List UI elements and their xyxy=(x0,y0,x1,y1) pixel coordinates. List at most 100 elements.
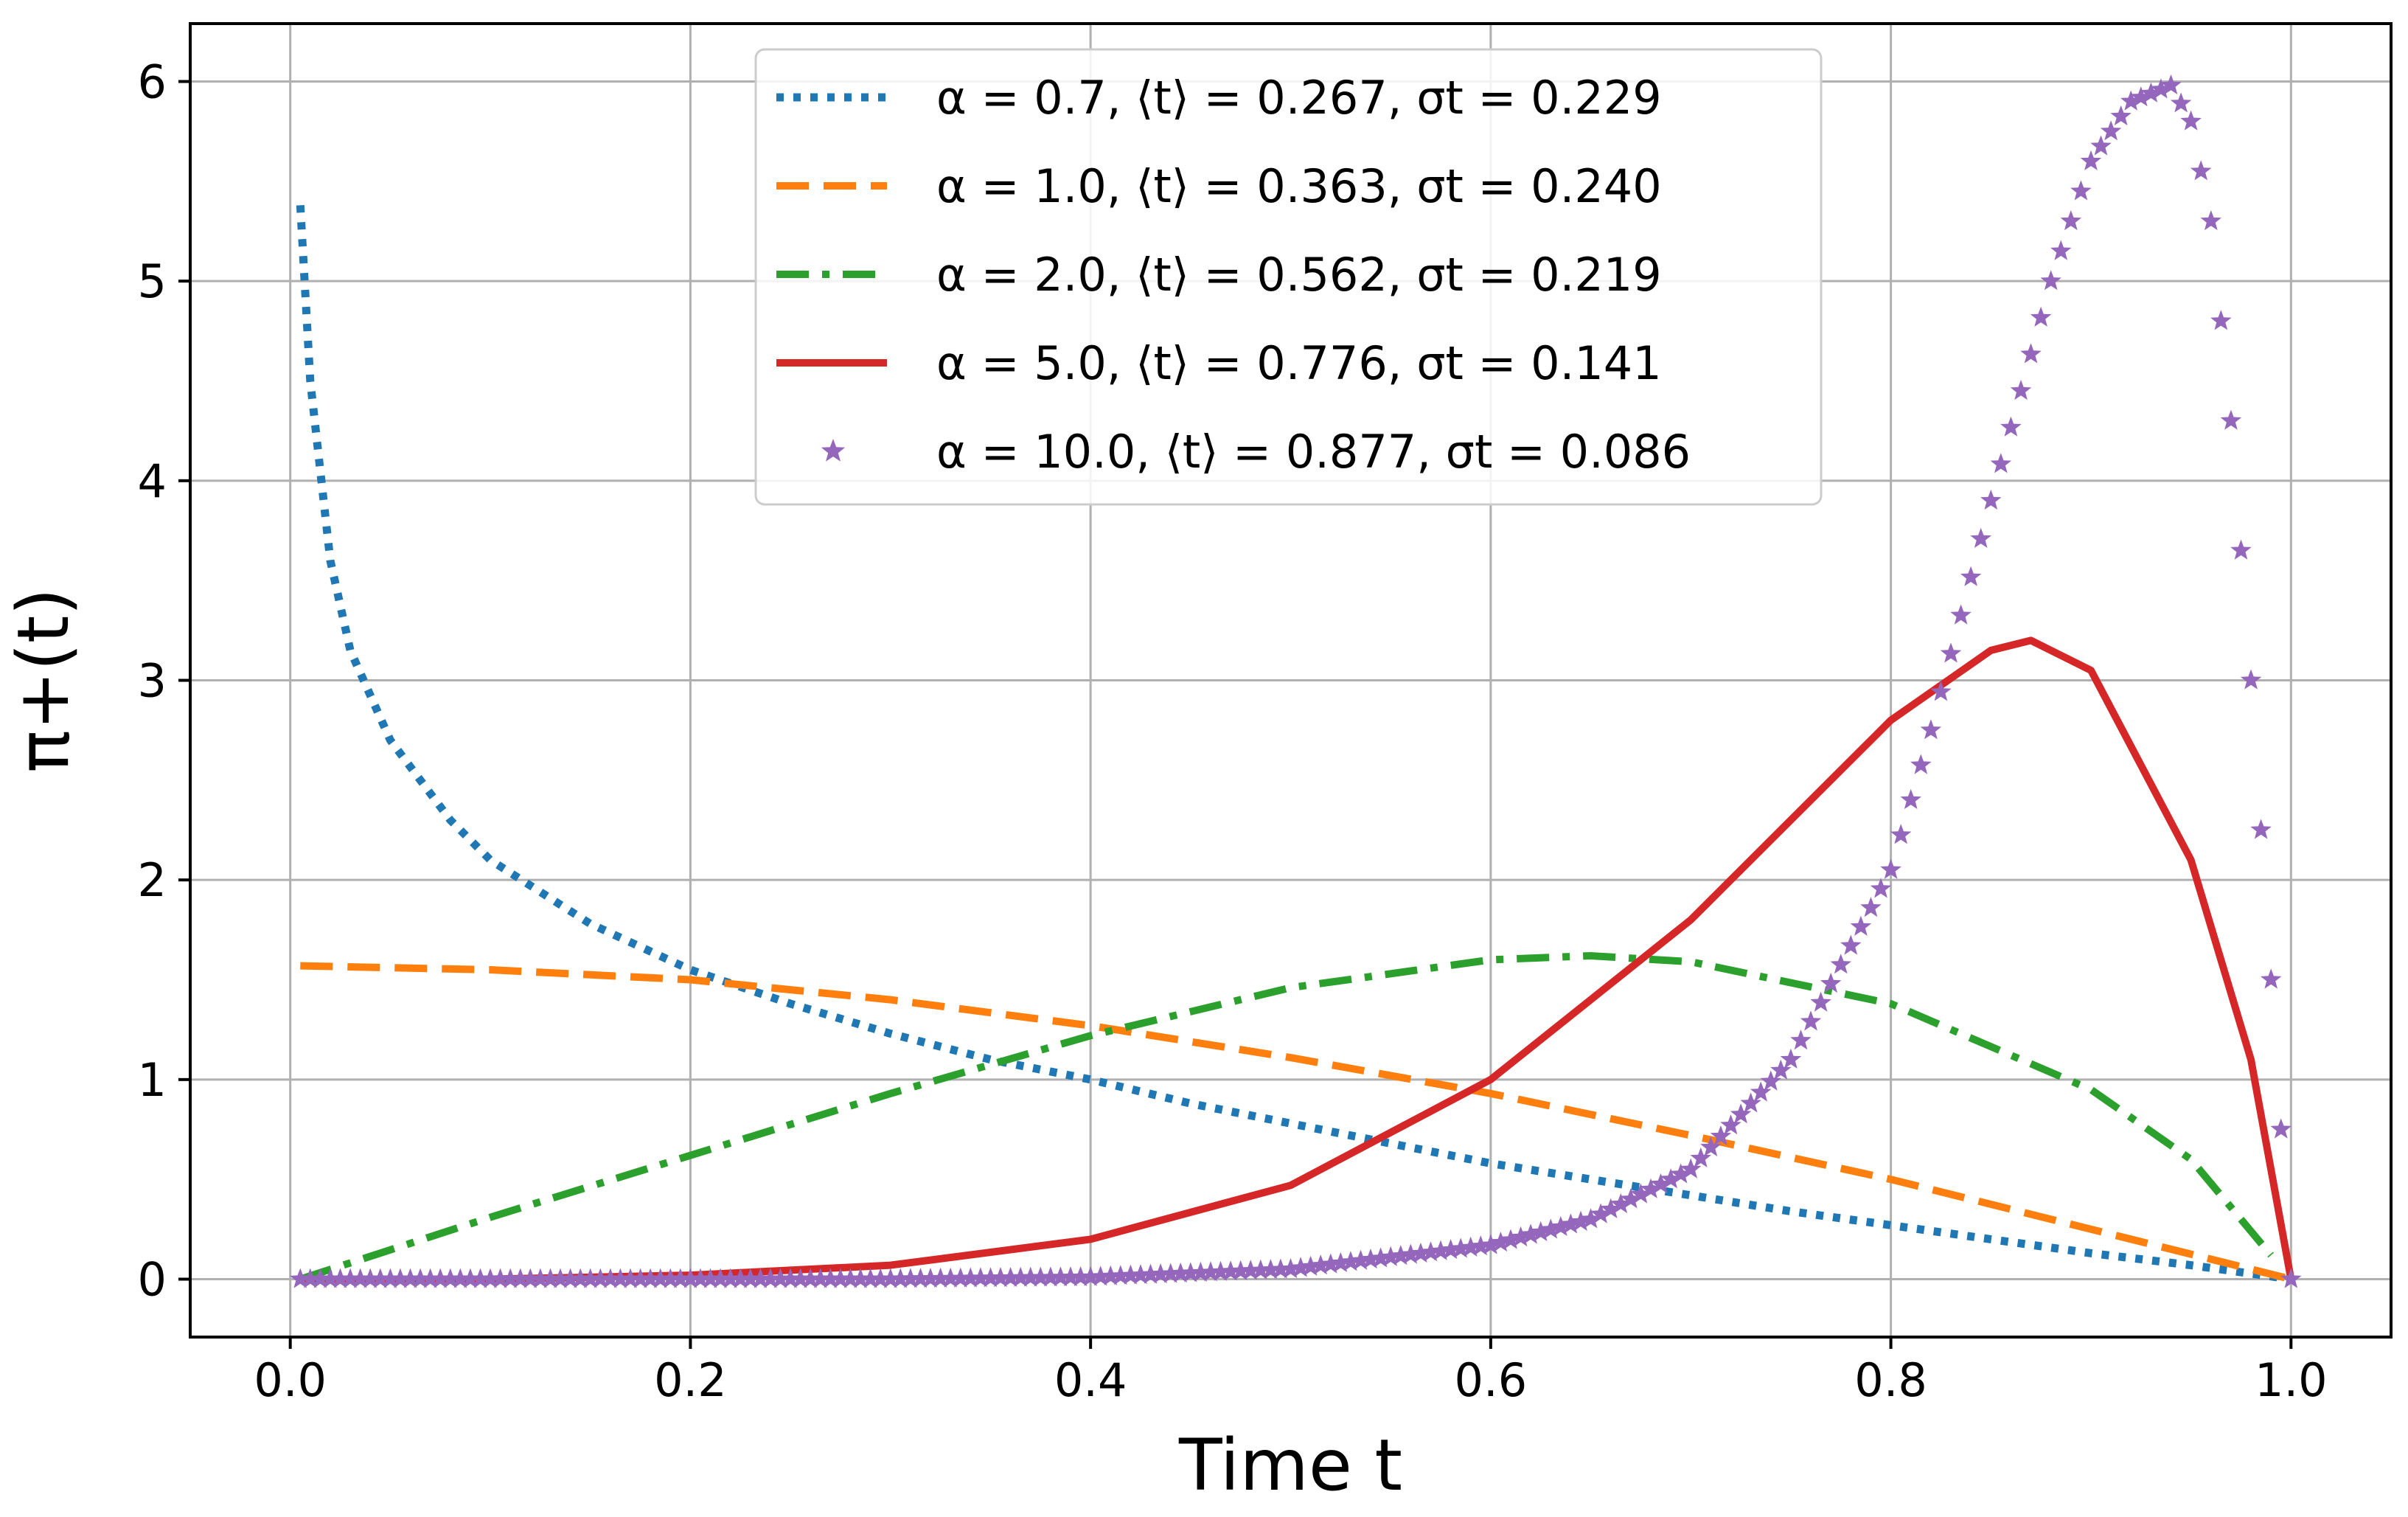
data-point xyxy=(1950,604,1972,625)
data-point xyxy=(1770,1059,1792,1080)
x-axis-title: Time t xyxy=(1178,1424,1402,1507)
data-point xyxy=(1690,1147,1712,1167)
data-point xyxy=(1200,1261,1222,1282)
data-point xyxy=(910,1268,931,1288)
data-point xyxy=(1680,1158,1702,1178)
data-point xyxy=(709,1268,731,1288)
series-1 xyxy=(300,962,2292,1283)
data-point xyxy=(680,1268,701,1288)
data-point xyxy=(509,1268,531,1288)
data-point xyxy=(1840,934,1862,955)
data-point xyxy=(970,1267,992,1288)
x-tick-label: 0.8 xyxy=(1854,1353,1927,1407)
data-point xyxy=(1660,1168,1682,1189)
data-point xyxy=(1070,1266,1091,1287)
legend-box xyxy=(754,48,1823,506)
data-point xyxy=(740,1268,762,1288)
data-point xyxy=(2030,306,2052,327)
series-line xyxy=(300,636,2295,1283)
data-point xyxy=(1650,1173,1671,1194)
data-point xyxy=(1700,1136,1722,1156)
data-point xyxy=(639,1268,661,1288)
data-point xyxy=(569,1268,591,1288)
data-point xyxy=(479,1268,501,1288)
data-point xyxy=(1910,754,1932,774)
data-point xyxy=(1160,1263,1181,1283)
data-point xyxy=(1980,489,2002,510)
data-point xyxy=(630,1268,651,1288)
x-tick-label: 0.2 xyxy=(654,1353,727,1407)
data-point xyxy=(2020,343,2042,364)
data-point xyxy=(400,1268,421,1288)
data-point xyxy=(409,1268,431,1288)
data-point xyxy=(840,1268,861,1288)
data-point xyxy=(650,1268,671,1288)
data-point xyxy=(2220,409,2242,430)
data-point xyxy=(1790,1030,1812,1050)
data-point xyxy=(1230,1260,1251,1280)
y-axis-title: π+(t) xyxy=(2,588,85,773)
data-point xyxy=(1270,1258,1292,1279)
data-point xyxy=(1450,1237,1472,1258)
data-point xyxy=(1800,1010,1822,1031)
data-point xyxy=(2270,1118,2292,1139)
data-point xyxy=(2050,240,2072,260)
data-point xyxy=(2170,92,2192,113)
data-point xyxy=(1460,1236,1481,1257)
data-point xyxy=(429,1268,451,1288)
data-point xyxy=(660,1268,681,1288)
data-point xyxy=(2090,135,2112,156)
data-point xyxy=(1149,1263,1172,1284)
data-point xyxy=(1079,1266,1102,1286)
data-point xyxy=(1090,1266,1111,1286)
data-point xyxy=(1370,1247,1391,1268)
data-point xyxy=(380,1268,401,1288)
y-tick-label: 4 xyxy=(138,454,167,508)
data-point xyxy=(1430,1240,1452,1260)
data-point xyxy=(1880,858,1901,879)
data-point xyxy=(950,1267,971,1288)
data-point xyxy=(290,1268,311,1288)
data-point xyxy=(319,1268,341,1288)
data-point xyxy=(1990,453,2012,473)
data-point xyxy=(1040,1266,1062,1287)
legend-label: α = 2.0, ⟨t⟩ = 0.562, σt = 0.219 xyxy=(936,248,1662,302)
data-point xyxy=(1780,1048,1802,1069)
data-point xyxy=(2230,539,2252,560)
data-point xyxy=(1820,972,1842,993)
data-point xyxy=(1550,1215,1572,1236)
data-point xyxy=(1850,915,1872,936)
legend-label: α = 1.0, ⟨t⟩ = 0.363, σt = 0.240 xyxy=(936,159,1662,213)
data-point xyxy=(880,1268,901,1288)
data-point xyxy=(800,1268,821,1288)
data-point xyxy=(1180,1262,1202,1282)
data-point xyxy=(1020,1266,1041,1287)
data-point xyxy=(1500,1229,1522,1249)
data-point xyxy=(1260,1259,1281,1280)
data-point xyxy=(1940,642,1962,663)
data-point xyxy=(2120,90,2142,111)
data-point xyxy=(890,1268,911,1288)
data-point xyxy=(450,1268,471,1288)
data-point xyxy=(1440,1239,1461,1260)
data-point xyxy=(1170,1262,1191,1283)
series-10 xyxy=(290,74,2302,1288)
data-point xyxy=(1410,1242,1432,1263)
data-point xyxy=(529,1268,551,1288)
data-point xyxy=(520,1268,541,1288)
data-point xyxy=(2040,270,2061,291)
data-point xyxy=(1130,1264,1152,1285)
data-point xyxy=(1400,1243,1422,1264)
data-point xyxy=(2280,1268,2302,1288)
data-point xyxy=(1540,1218,1562,1239)
data-point xyxy=(1760,1070,1781,1091)
data-point xyxy=(1560,1213,1581,1234)
data-point xyxy=(2210,310,2232,330)
x-tick-label: 0.0 xyxy=(254,1353,327,1407)
y-tick-label: 3 xyxy=(138,654,167,708)
data-point xyxy=(1570,1210,1592,1231)
data-point xyxy=(1390,1245,1411,1266)
data-point xyxy=(1210,1260,1231,1281)
data-point xyxy=(930,1267,951,1288)
data-point xyxy=(1360,1249,1382,1269)
